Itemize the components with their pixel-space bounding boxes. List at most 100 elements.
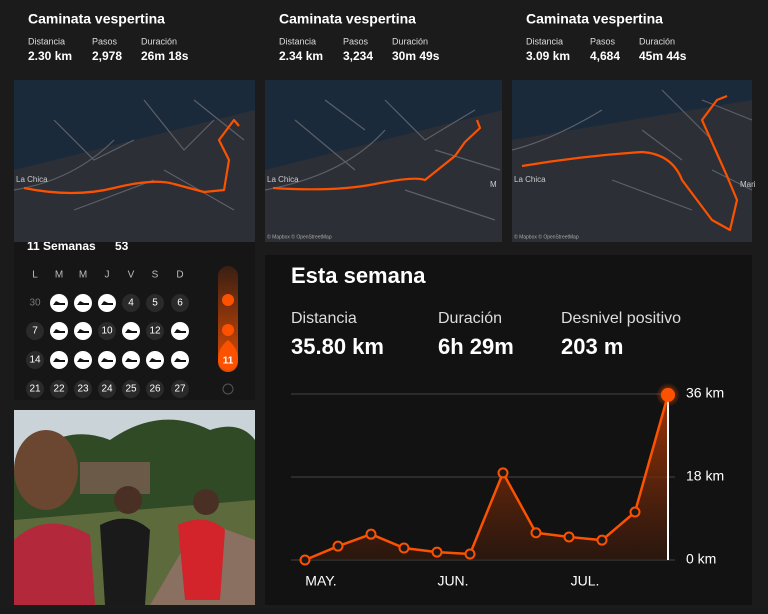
streak-empty	[222, 383, 234, 395]
point	[563, 531, 575, 543]
streak-check	[222, 294, 234, 306]
calendar-count: 53	[115, 239, 129, 253]
day-bg	[146, 294, 164, 312]
area	[305, 394, 668, 560]
shoe-icon	[53, 329, 65, 333]
shoe-icon	[174, 329, 186, 333]
activity-title: Caminata vespertina	[279, 11, 416, 27]
day-bg	[146, 380, 164, 398]
shoe-icon	[101, 358, 113, 362]
point	[661, 387, 675, 402]
day-bg	[74, 380, 92, 398]
day-number: 25	[125, 384, 137, 395]
x-tick-label: JUN.	[437, 573, 468, 589]
point	[431, 546, 443, 558]
stat-label: Pasos	[92, 36, 118, 46]
day-number: 6	[177, 298, 183, 309]
y-tick-label: 0 km	[686, 551, 716, 567]
day-number: 7	[32, 326, 38, 337]
stat-label: Pasos	[590, 36, 616, 46]
weekday: M	[79, 270, 87, 281]
streak-check	[222, 324, 234, 336]
point	[497, 467, 509, 479]
shoe-icon	[174, 358, 186, 362]
day-bg	[26, 351, 44, 369]
calendar-panel	[14, 232, 255, 400]
stat-label: Duración	[438, 310, 502, 327]
weekday: D	[176, 270, 183, 281]
map-route	[272, 119, 482, 191]
stat-value: 6h 29m	[438, 334, 514, 359]
weekday: V	[128, 270, 135, 281]
day-number: 26	[149, 384, 161, 395]
map-route	[23, 118, 240, 195]
map: La Chica Mari © Mapbox © OpenStreetMap	[511, 80, 756, 242]
shoe-icon	[77, 329, 89, 333]
activity-title: Caminata vespertina	[526, 11, 663, 27]
shoe-icon	[101, 301, 113, 305]
day-number: 24	[101, 384, 113, 395]
stat-label: Distancia	[526, 36, 563, 46]
stat-label: Duración	[392, 36, 428, 46]
point	[596, 534, 608, 546]
streak-count: 11	[223, 356, 234, 367]
point	[398, 542, 410, 554]
weekday: S	[152, 270, 159, 281]
point	[629, 506, 641, 518]
stat-value: 30m 49s	[392, 49, 440, 63]
map: La Chica M © Mapbox © OpenStreetMap	[264, 80, 502, 242]
stat-value: 4,684	[590, 49, 620, 63]
day-number: 12	[149, 326, 161, 337]
map-label: La Chica	[267, 175, 299, 184]
map: La Chica	[13, 80, 255, 242]
day-bg	[171, 380, 189, 398]
stat-value: 2.34 km	[279, 49, 323, 63]
day-bg	[26, 322, 44, 340]
point	[464, 548, 476, 560]
stat-value: 45m 44s	[639, 49, 687, 63]
day-bg	[98, 380, 116, 398]
day-number: 5	[152, 298, 158, 309]
stat-label: Duración	[639, 36, 675, 46]
y-tick-label: 36 km	[686, 385, 724, 401]
stat-value: 35.80 km	[291, 334, 384, 359]
weekday: L	[32, 270, 38, 281]
day-number: 30	[29, 298, 41, 309]
stat-label: Duración	[141, 36, 177, 46]
shoe-icon	[125, 329, 137, 333]
day-number: 23	[77, 384, 89, 395]
map-label: La Chica	[16, 175, 48, 184]
stat-label: Distancia	[28, 36, 65, 46]
stat-label: Distancia	[279, 36, 316, 46]
day-number: 22	[53, 384, 65, 395]
shoe-icon	[77, 301, 89, 305]
day-bg	[26, 380, 44, 398]
stat-label: Distancia	[291, 310, 357, 327]
x-tick-label: MAY.	[305, 573, 336, 589]
shoe-icon	[53, 358, 65, 362]
stat-value: 2,978	[92, 49, 122, 63]
day-number: 21	[29, 384, 41, 395]
map-water	[14, 80, 255, 170]
stat-value: 3.09 km	[526, 49, 570, 63]
point	[299, 554, 311, 566]
point	[332, 540, 344, 552]
calendar-title: 11 Semanas	[27, 239, 96, 253]
day-bg	[122, 294, 140, 312]
shoe-icon	[149, 358, 161, 362]
day-number: 27	[174, 384, 186, 395]
weekly-title: Esta semana	[291, 263, 426, 288]
day-bg	[171, 294, 189, 312]
map-label: La Chica	[514, 175, 546, 184]
day-bg	[50, 380, 68, 398]
stat-label: Pasos	[343, 36, 369, 46]
map-water	[512, 80, 752, 140]
stat-value: 26m 18s	[141, 49, 189, 63]
x-tick-label: JUL.	[571, 573, 600, 589]
stat-value: 2.30 km	[28, 49, 72, 63]
map-attribution: © Mapbox © OpenStreetMap	[267, 233, 332, 240]
streak-flame	[218, 340, 238, 370]
map-roads	[264, 99, 501, 221]
photo	[14, 410, 255, 605]
